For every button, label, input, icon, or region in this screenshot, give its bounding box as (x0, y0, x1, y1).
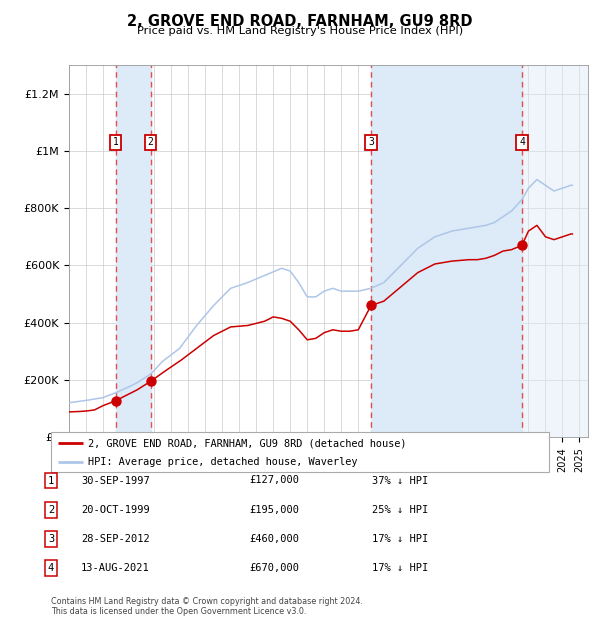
Text: 30-SEP-1997: 30-SEP-1997 (81, 476, 150, 485)
Text: 2: 2 (48, 505, 54, 515)
Text: £460,000: £460,000 (249, 534, 299, 544)
Bar (371, 65, 522, 437)
Text: Price paid vs. HM Land Registry's House Price Index (HPI): Price paid vs. HM Land Registry's House … (137, 26, 463, 36)
Text: 4: 4 (519, 138, 525, 148)
Text: 3: 3 (48, 534, 54, 544)
Text: 2, GROVE END ROAD, FARNHAM, GU9 8RD (detached house): 2, GROVE END ROAD, FARNHAM, GU9 8RD (det… (88, 438, 407, 448)
Text: 2: 2 (148, 138, 154, 148)
Text: 3: 3 (368, 138, 374, 148)
FancyBboxPatch shape (51, 432, 549, 472)
Text: This data is licensed under the Open Government Licence v3.0.: This data is licensed under the Open Gov… (51, 607, 307, 616)
Text: 20-OCT-1999: 20-OCT-1999 (81, 505, 150, 515)
Text: 1: 1 (48, 476, 54, 485)
Bar (116, 65, 151, 437)
Text: 13-AUG-2021: 13-AUG-2021 (81, 563, 150, 573)
Text: 4: 4 (48, 563, 54, 573)
Text: £127,000: £127,000 (249, 476, 299, 485)
Text: £195,000: £195,000 (249, 505, 299, 515)
Text: 2, GROVE END ROAD, FARNHAM, GU9 8RD: 2, GROVE END ROAD, FARNHAM, GU9 8RD (127, 14, 473, 29)
Text: Contains HM Land Registry data © Crown copyright and database right 2024.: Contains HM Land Registry data © Crown c… (51, 597, 363, 606)
Text: HPI: Average price, detached house, Waverley: HPI: Average price, detached house, Wave… (88, 458, 358, 467)
Text: 28-SEP-2012: 28-SEP-2012 (81, 534, 150, 544)
Text: 1: 1 (113, 138, 119, 148)
Text: £670,000: £670,000 (249, 563, 299, 573)
Text: 17% ↓ HPI: 17% ↓ HPI (372, 563, 428, 573)
Text: 17% ↓ HPI: 17% ↓ HPI (372, 534, 428, 544)
Bar (522, 65, 588, 437)
Text: 37% ↓ HPI: 37% ↓ HPI (372, 476, 428, 485)
Text: 25% ↓ HPI: 25% ↓ HPI (372, 505, 428, 515)
